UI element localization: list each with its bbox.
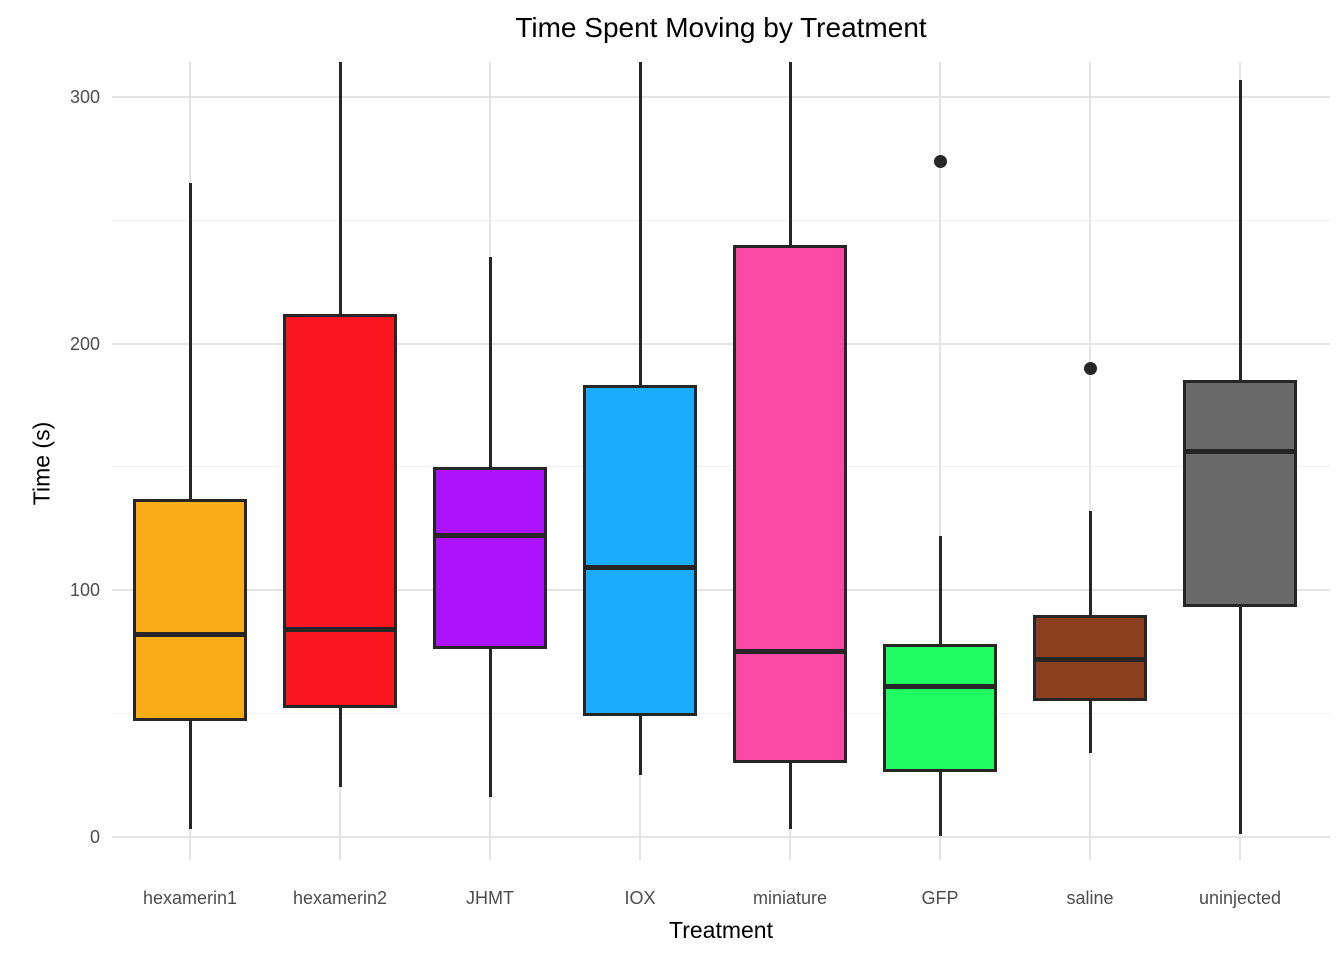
- y-tick-label-0: 0: [89, 826, 100, 847]
- x-tick-label-JHMT: JHMT: [466, 888, 514, 908]
- x-tick-label-GFP: GFP: [921, 888, 959, 908]
- box-IOX: [583, 385, 697, 716]
- box-uninjected: [1183, 380, 1297, 608]
- y-tick-label-200: 200: [69, 333, 100, 354]
- gridline-vertical-saline: [1089, 62, 1091, 860]
- plot-panel: [112, 62, 1330, 860]
- median-hexamerin1: [133, 631, 247, 637]
- outlier-GFP: [933, 154, 947, 168]
- gridline-vertical-GFP: [939, 62, 941, 860]
- median-GFP: [883, 683, 997, 689]
- y-tick-label-100: 100: [69, 580, 100, 600]
- gridline-minor-150: [112, 466, 1330, 468]
- x-tick-label-hexamerin1: hexamerin1: [142, 888, 238, 908]
- y-axis-title: Time (s): [28, 421, 55, 506]
- gridline-major-0: [112, 835, 1330, 838]
- gridline-minor-250: [112, 219, 1330, 221]
- box-JHMT: [433, 466, 547, 650]
- y-tick-label-300: 300: [69, 87, 100, 107]
- outlier-saline: [1083, 361, 1097, 375]
- gridline-major-100: [112, 589, 1330, 591]
- median-saline: [1033, 656, 1147, 662]
- median-uninjected: [1183, 449, 1297, 455]
- median-miniature: [733, 649, 847, 655]
- box-miniature: [733, 244, 847, 763]
- x-tick-label-miniature: miniature: [752, 888, 828, 908]
- x-tick-label-uninjected: uninjected: [1198, 888, 1282, 908]
- gridline-minor-50: [112, 712, 1330, 714]
- x-tick-label-hexamerin2: hexamerin2: [292, 888, 388, 908]
- gridline-major-300: [112, 96, 1330, 98]
- box-hexamerin2: [283, 313, 397, 709]
- x-tick-label-saline: saline: [1066, 888, 1114, 908]
- gridline-major-200: [112, 342, 1330, 345]
- chart-title: Time Spent Moving by Treatment: [515, 12, 927, 43]
- box-hexamerin1: [133, 498, 247, 721]
- box-GFP: [883, 644, 997, 773]
- x-tick-label-IOX: IOX: [624, 888, 656, 908]
- median-JHMT: [433, 533, 547, 539]
- median-hexamerin2: [283, 626, 397, 632]
- median-IOX: [583, 565, 697, 571]
- x-axis-title: Treatment: [669, 917, 773, 943]
